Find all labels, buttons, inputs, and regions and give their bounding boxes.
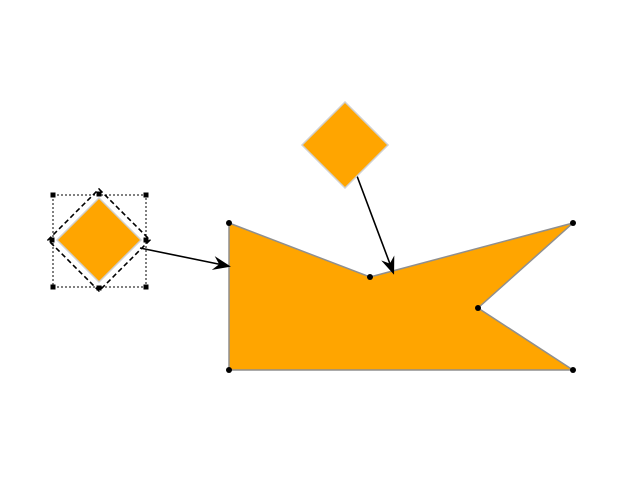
- resize-handle-bottom-right[interactable]: [143, 284, 149, 290]
- selection-rotated-outline: [46, 187, 152, 293]
- connector-arrow-left[interactable]: [139, 247, 231, 270]
- target-polygon-shape[interactable]: [228, 221, 576, 371]
- connector-arrow-top[interactable]: [356, 175, 395, 275]
- polygon-vertex-markers[interactable]: [226, 220, 576, 373]
- vertex-top-left[interactable]: [226, 220, 232, 226]
- diamond-shape-selected[interactable]: [55, 196, 143, 284]
- diamond-shape-top[interactable]: [300, 100, 390, 190]
- resize-handle-top-right[interactable]: [143, 192, 149, 198]
- vertex-bottom-left[interactable]: [226, 367, 232, 373]
- vertex-notch-top[interactable]: [367, 274, 373, 280]
- resize-handle-top[interactable]: [96, 191, 102, 197]
- vertex-top-right[interactable]: [570, 220, 576, 226]
- vertex-bottom-right[interactable]: [570, 367, 576, 373]
- resize-handle-bottom[interactable]: [96, 285, 102, 291]
- resize-handle-top-left[interactable]: [50, 192, 56, 198]
- resize-handle-left[interactable]: [49, 237, 55, 243]
- selection-handles[interactable]: [49, 191, 149, 291]
- resize-handle-bottom-left[interactable]: [50, 284, 56, 290]
- vertex-notch-right[interactable]: [475, 305, 481, 311]
- resize-handle-right[interactable]: [143, 237, 149, 243]
